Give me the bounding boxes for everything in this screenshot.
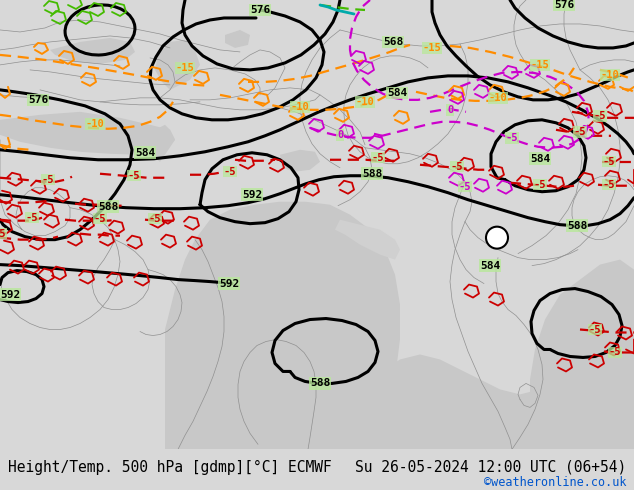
Text: 588: 588: [567, 220, 587, 231]
Text: -5: -5: [94, 214, 107, 223]
Text: 576: 576: [554, 0, 574, 10]
Text: -10: -10: [489, 93, 507, 103]
Text: 568: 568: [383, 37, 403, 47]
Text: -10: -10: [356, 97, 374, 107]
Text: 0: 0: [447, 105, 453, 115]
Text: -5: -5: [594, 111, 606, 121]
Text: -5: -5: [603, 180, 615, 190]
Text: 576: 576: [28, 95, 48, 105]
Text: -5: -5: [451, 162, 463, 172]
Text: Height/Temp. 500 hPa [gdmp][°C] ECMWF: Height/Temp. 500 hPa [gdmp][°C] ECMWF: [8, 460, 332, 474]
Text: ©weatheronline.co.uk: ©weatheronline.co.uk: [484, 476, 626, 489]
Text: 592: 592: [0, 290, 20, 299]
Text: 584: 584: [387, 88, 407, 98]
Text: -5: -5: [42, 175, 55, 185]
Text: -5: -5: [574, 127, 586, 137]
Text: 592: 592: [242, 190, 262, 200]
Polygon shape: [0, 112, 175, 155]
Polygon shape: [530, 260, 634, 449]
Text: Su 26-05-2024 12:00 UTC (06+54): Su 26-05-2024 12:00 UTC (06+54): [355, 460, 626, 474]
Text: -15: -15: [176, 63, 195, 73]
Polygon shape: [155, 40, 200, 90]
Text: 588: 588: [310, 378, 330, 389]
Text: -5: -5: [506, 133, 518, 143]
Text: -10: -10: [290, 102, 309, 112]
Text: -15: -15: [423, 43, 441, 53]
Text: -10: -10: [600, 70, 619, 80]
Text: -5: -5: [0, 229, 6, 239]
Polygon shape: [148, 125, 175, 162]
Text: 592: 592: [219, 279, 239, 289]
Text: 0: 0: [337, 130, 343, 140]
Polygon shape: [165, 202, 400, 449]
Text: -5: -5: [534, 180, 547, 190]
Text: -5: -5: [372, 153, 384, 163]
Polygon shape: [335, 220, 400, 260]
Text: 588: 588: [362, 169, 382, 179]
Circle shape: [486, 227, 508, 248]
Text: 584: 584: [530, 154, 550, 164]
Polygon shape: [50, 38, 135, 64]
Text: 576: 576: [250, 5, 270, 15]
Text: -5: -5: [603, 157, 615, 167]
Polygon shape: [225, 30, 250, 48]
Text: -5: -5: [224, 167, 236, 177]
Text: -5: -5: [459, 182, 471, 192]
Text: -5: -5: [127, 171, 140, 181]
Text: -5: -5: [609, 347, 621, 358]
Text: -5: -5: [26, 213, 38, 222]
Text: -5: -5: [149, 214, 161, 223]
Polygon shape: [280, 150, 320, 172]
Text: 584: 584: [480, 261, 500, 270]
Text: -15: -15: [531, 60, 550, 70]
Text: 588: 588: [98, 202, 118, 212]
Text: -5: -5: [589, 324, 601, 335]
Polygon shape: [360, 354, 634, 449]
Text: 584: 584: [135, 148, 155, 158]
Text: -10: -10: [86, 119, 105, 129]
